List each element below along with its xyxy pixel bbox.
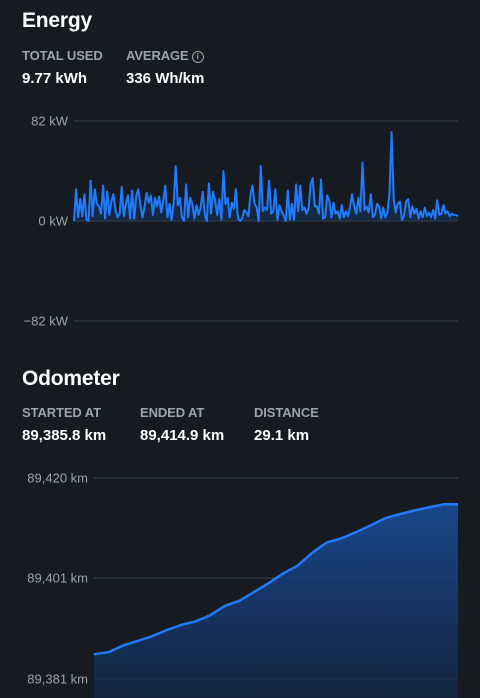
odometer-tick-label: 89,401 km: [27, 571, 88, 586]
ended-at-stat: ENDED AT 89,414.9 km: [140, 405, 224, 444]
odometer-area: [94, 504, 458, 698]
started-at-label: STARTED AT: [22, 405, 101, 420]
started-at-stat: STARTED AT 89,385.8 km: [22, 405, 106, 444]
energy-tick-label: −82 kW: [24, 314, 69, 329]
average-label: AVERAGE: [126, 48, 189, 63]
energy-tick-label: 0 kW: [38, 214, 68, 229]
total-used-label: TOTAL USED: [22, 48, 103, 63]
energy-chart: 82 kW 0 kW −82 kW: [24, 114, 459, 329]
ended-at-value: 89,414.9 km: [140, 427, 225, 444]
odometer-line: [93, 503, 458, 656]
total-used-value: 9.77 kWh: [22, 70, 88, 87]
distance-value: 29.1 km: [254, 427, 310, 444]
average-stat: AVERAGE i 336 Wh/km: [126, 48, 204, 87]
info-icon[interactable]: i: [191, 51, 204, 63]
odometer-tick-label: 89,420 km: [27, 471, 88, 486]
started-at-value: 89,385.8 km: [22, 427, 107, 444]
energy-title: Energy: [22, 9, 92, 32]
odometer-title: Odometer: [22, 367, 120, 390]
distance-label: DISTANCE: [254, 405, 319, 420]
energy-line: [73, 131, 459, 222]
energy-area: [74, 132, 458, 221]
ended-at-label: ENDED AT: [140, 405, 205, 420]
average-value: 336 Wh/km: [126, 70, 205, 87]
total-used-stat: TOTAL USED 9.77 kWh: [22, 48, 103, 87]
odometer-tick-label: 89,381 km: [27, 672, 88, 687]
distance-stat: DISTANCE 29.1 km: [254, 405, 319, 444]
energy-tick-label: 82 kW: [31, 114, 69, 129]
